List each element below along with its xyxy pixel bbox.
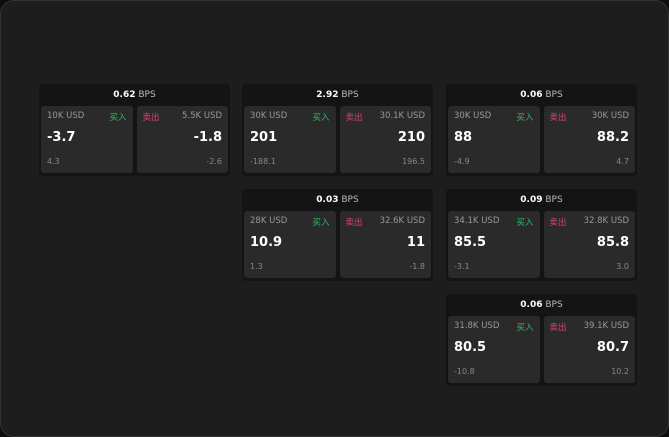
sell-panel[interactable]: 卖出 39.1K USD 80.7 10.2 (543, 316, 635, 383)
spread-value: 0.06 (520, 300, 543, 310)
ask-size: 30K USD (591, 111, 629, 121)
bid-sub: -188.1 (250, 157, 276, 166)
spread-value: 2.92 (316, 90, 339, 100)
bid-sub: 4.3 (47, 157, 60, 166)
sell-panel[interactable]: 卖出 5.5K USD -1.8 -2.6 (136, 106, 228, 173)
ask-sub: -2.6 (206, 157, 222, 166)
bid-size: 34.1K USD (454, 216, 500, 226)
quote-card: 2.92 BPS 30K USD 买入 201 -188.1 卖出 30.1K US… (242, 84, 433, 176)
bid-price: 201 (250, 130, 278, 145)
spread-value: 0.03 (316, 195, 339, 205)
ask-size: 5.5K USD (182, 111, 222, 121)
ask-size: 32.8K USD (583, 216, 629, 226)
bid-size: 31.8K USD (454, 321, 500, 331)
buy-panel[interactable]: 34.1K USD 买入 85.5 -3.1 (448, 211, 540, 278)
bid-price: -3.7 (47, 130, 76, 145)
sell-label: 卖出 (549, 218, 567, 228)
buy-label: 买入 (109, 113, 127, 123)
sell-panel[interactable]: 卖出 30K USD 88.2 4.7 (543, 106, 635, 173)
ask-sub: -1.8 (409, 262, 425, 271)
ask-size: 39.1K USD (583, 321, 629, 331)
sell-label: 卖出 (549, 323, 567, 333)
buy-label: 买入 (312, 218, 330, 228)
buy-panel[interactable]: 10K USD 买入 -3.7 4.3 (41, 106, 133, 173)
quote-card: 0.62 BPS 10K USD 买入 -3.7 4.3 卖出 5.5K USD -… (39, 84, 230, 176)
quote-card: 0.06 BPS 31.8K USD 买入 80.5 -10.8 卖出 39.1K … (446, 294, 637, 386)
ask-sub: 10.2 (611, 367, 629, 376)
spread-unit: BPS (545, 195, 563, 205)
bid-sub: -3.1 (454, 262, 470, 271)
spread-unit: BPS (341, 90, 359, 100)
buy-panel[interactable]: 28K USD 买入 10.9 1.3 (244, 211, 336, 278)
spread-header: 0.06 BPS (446, 84, 637, 106)
spread-unit: BPS (545, 300, 563, 310)
bid-size: 30K USD (250, 111, 288, 121)
ask-size: 32.6K USD (379, 216, 425, 226)
bid-size: 28K USD (250, 216, 288, 226)
spread-header: 0.06 BPS (446, 294, 637, 316)
bid-price: 85.5 (454, 235, 487, 250)
ask-size: 30.1K USD (379, 111, 425, 121)
quote-card: 0.09 BPS 34.1K USD 买入 85.5 -3.1 卖出 32.8K U… (446, 189, 637, 281)
buy-label: 买入 (516, 218, 534, 228)
sell-panel[interactable]: 卖出 32.6K USD 11 -1.8 (339, 211, 431, 278)
spread-header: 0.62 BPS (39, 84, 230, 106)
bid-price: 88 (454, 130, 473, 145)
quote-card: 0.03 BPS 28K USD 买入 10.9 1.3 卖出 32.6K USD … (242, 189, 433, 281)
spread-value: 0.09 (520, 195, 543, 205)
ask-price: 80.7 (596, 340, 629, 355)
spread-unit: BPS (138, 90, 156, 100)
ask-sub: 196.5 (402, 157, 425, 166)
bid-sub: 1.3 (250, 262, 263, 271)
ask-sub: 3.0 (616, 262, 629, 271)
ask-price: 11 (406, 235, 425, 250)
spread-header: 2.92 BPS (242, 84, 433, 106)
buy-panel[interactable]: 31.8K USD 买入 80.5 -10.8 (448, 316, 540, 383)
spread-value: 0.62 (113, 90, 136, 100)
buy-panel[interactable]: 30K USD 买入 88 -4.9 (448, 106, 540, 173)
quote-card: 0.06 BPS 30K USD 买入 88 -4.9 卖出 30K USD 88.… (446, 84, 637, 176)
sell-panel[interactable]: 卖出 32.8K USD 85.8 3.0 (543, 211, 635, 278)
bid-price: 80.5 (454, 340, 487, 355)
sell-panel[interactable]: 卖出 30.1K USD 210 196.5 (339, 106, 431, 173)
bid-sub: -10.8 (454, 367, 475, 376)
ask-price: 210 (397, 130, 425, 145)
bid-price: 10.9 (250, 235, 283, 250)
ask-sub: 4.7 (616, 157, 629, 166)
spread-value: 0.06 (520, 90, 543, 100)
ask-price: 85.8 (596, 235, 629, 250)
sell-label: 卖出 (345, 113, 363, 123)
ask-price: -1.8 (193, 130, 222, 145)
spread-header: 0.09 BPS (446, 189, 637, 211)
sell-label: 卖出 (142, 113, 160, 123)
spread-unit: BPS (341, 195, 359, 205)
ask-price: 88.2 (596, 130, 629, 145)
buy-label: 买入 (516, 113, 534, 123)
bid-size: 30K USD (454, 111, 492, 121)
spread-unit: BPS (545, 90, 563, 100)
buy-label: 买入 (312, 113, 330, 123)
buy-panel[interactable]: 30K USD 买入 201 -188.1 (244, 106, 336, 173)
sell-label: 卖出 (345, 218, 363, 228)
bid-size: 10K USD (47, 111, 85, 121)
sell-label: 卖出 (549, 113, 567, 123)
bid-sub: -4.9 (454, 157, 470, 166)
buy-label: 买入 (516, 323, 534, 333)
spread-header: 0.03 BPS (242, 189, 433, 211)
